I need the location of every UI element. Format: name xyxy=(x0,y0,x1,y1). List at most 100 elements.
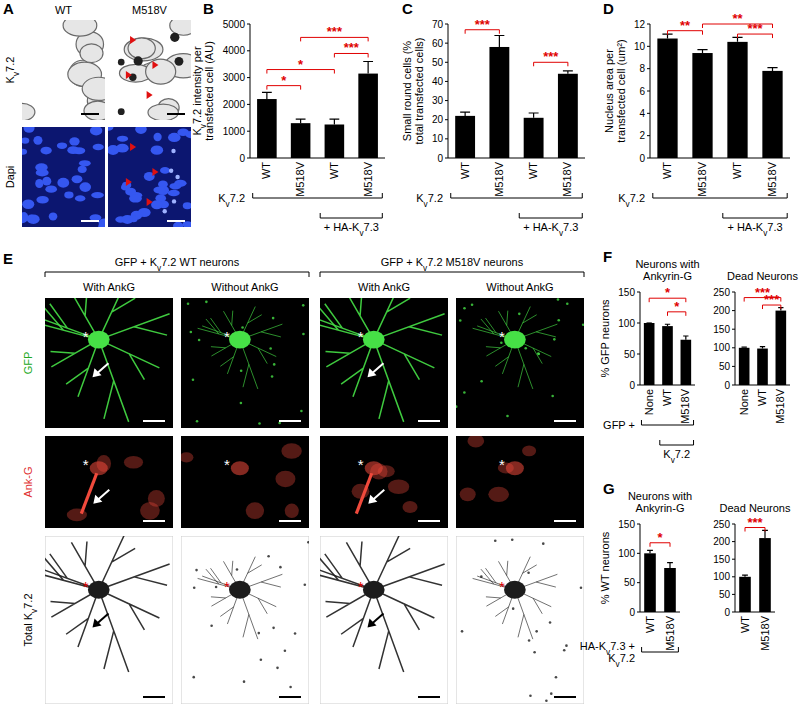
arrowhead xyxy=(368,618,377,627)
error-bar xyxy=(647,322,652,323)
bar xyxy=(455,116,475,158)
tick-label: 50 xyxy=(624,349,636,360)
subscript: v xyxy=(763,229,768,238)
column-label: Without AnkG xyxy=(486,281,553,293)
scale-bar xyxy=(143,420,165,422)
x-axis xyxy=(250,158,385,159)
image-background xyxy=(456,298,584,428)
nucleus xyxy=(130,216,138,223)
y-axis-title: Small round cells (% xyxy=(401,41,413,141)
image-background xyxy=(108,127,191,227)
plot-area xyxy=(739,530,771,612)
category-label: WT xyxy=(459,162,471,179)
soma xyxy=(506,461,524,475)
arrowhead xyxy=(147,198,153,206)
tick xyxy=(732,347,735,348)
row-label: Kv7.2 xyxy=(4,57,21,84)
nucleus xyxy=(24,127,35,133)
nucleus xyxy=(27,214,39,224)
nucleus xyxy=(33,136,42,145)
group-label: Kv7.2 xyxy=(663,448,690,465)
tick-label: 20 xyxy=(432,114,444,125)
micrograph xyxy=(22,127,105,227)
category-label: WT xyxy=(739,616,751,633)
soma xyxy=(229,331,251,349)
tick-label: 50 xyxy=(432,57,444,68)
category-label: WT xyxy=(260,162,272,179)
group-bracket xyxy=(653,193,787,198)
group-label: Kv7.2 xyxy=(416,192,443,209)
round-cell xyxy=(118,108,125,115)
nucleus xyxy=(36,169,49,177)
cell xyxy=(82,77,105,100)
group-label: GFP + Kv7.2 M518V neurons xyxy=(381,256,524,273)
category-label: WT xyxy=(661,389,673,406)
puncta xyxy=(192,379,195,382)
round-cell xyxy=(118,59,125,66)
scale-bar xyxy=(143,520,165,522)
bar xyxy=(776,311,787,385)
bar-chart: 010203040506070WTM518VWTM518V******Kv7.2… xyxy=(401,0,585,238)
axon-initial-segment xyxy=(81,473,96,513)
puncta xyxy=(276,667,279,670)
cell xyxy=(275,471,295,488)
error-bar xyxy=(742,346,747,348)
scale-bar xyxy=(143,696,165,698)
tick-label: 0 xyxy=(724,607,730,618)
y-axis xyxy=(735,524,736,612)
micrograph: * xyxy=(45,536,173,704)
category-label: M518V xyxy=(774,388,786,424)
puncta xyxy=(494,539,497,542)
puncta xyxy=(260,658,263,661)
tick-label: 0 xyxy=(239,153,245,164)
soma xyxy=(363,331,385,349)
x-axis xyxy=(735,385,790,386)
scale-bar xyxy=(279,420,301,422)
bar xyxy=(644,323,655,385)
row-label: Total Kv7.2 xyxy=(22,593,39,646)
nucleus xyxy=(153,186,165,193)
scale-bar xyxy=(81,220,99,222)
tick xyxy=(647,91,650,92)
nucleus xyxy=(73,147,85,154)
tick-label: 4 xyxy=(639,108,645,119)
tick-label: 50 xyxy=(719,361,731,372)
nucleus xyxy=(22,199,34,209)
panel-letter: F xyxy=(603,248,612,265)
scale-bar xyxy=(81,113,99,115)
tick xyxy=(647,135,650,136)
soma xyxy=(504,581,526,599)
nucleus xyxy=(64,191,73,198)
puncta xyxy=(551,395,554,398)
cell xyxy=(170,20,191,35)
tick xyxy=(445,138,448,139)
y-axis-title: transfected cell (um²) xyxy=(615,39,627,142)
puncta xyxy=(258,422,261,425)
bar xyxy=(558,74,578,158)
group-bracket xyxy=(660,440,694,445)
nucleus xyxy=(35,179,43,188)
bar-chart: 050100150200250WTM518V***Dead Neurons xyxy=(713,502,791,651)
tick-label: 3000 xyxy=(223,72,246,83)
nucleus xyxy=(79,160,91,166)
puncta xyxy=(456,405,458,408)
error-bar xyxy=(563,71,573,74)
group-label: + HA-Kv7.3 xyxy=(523,221,578,238)
puncta xyxy=(195,569,198,572)
puncta xyxy=(549,621,552,624)
axon-initial-segment xyxy=(356,473,371,513)
x-axis xyxy=(640,612,680,613)
scale-bar xyxy=(167,220,185,222)
tick xyxy=(445,43,448,44)
puncta xyxy=(196,420,199,423)
puncta xyxy=(459,319,462,322)
tick xyxy=(445,81,448,82)
neurite xyxy=(99,590,129,672)
chart-title: Neurons with xyxy=(628,490,692,502)
group-bracket xyxy=(253,193,383,198)
tick xyxy=(637,354,640,355)
neurite xyxy=(99,340,160,380)
cell xyxy=(140,502,160,520)
nucleus xyxy=(45,185,57,192)
tick-label: 4000 xyxy=(223,45,246,56)
